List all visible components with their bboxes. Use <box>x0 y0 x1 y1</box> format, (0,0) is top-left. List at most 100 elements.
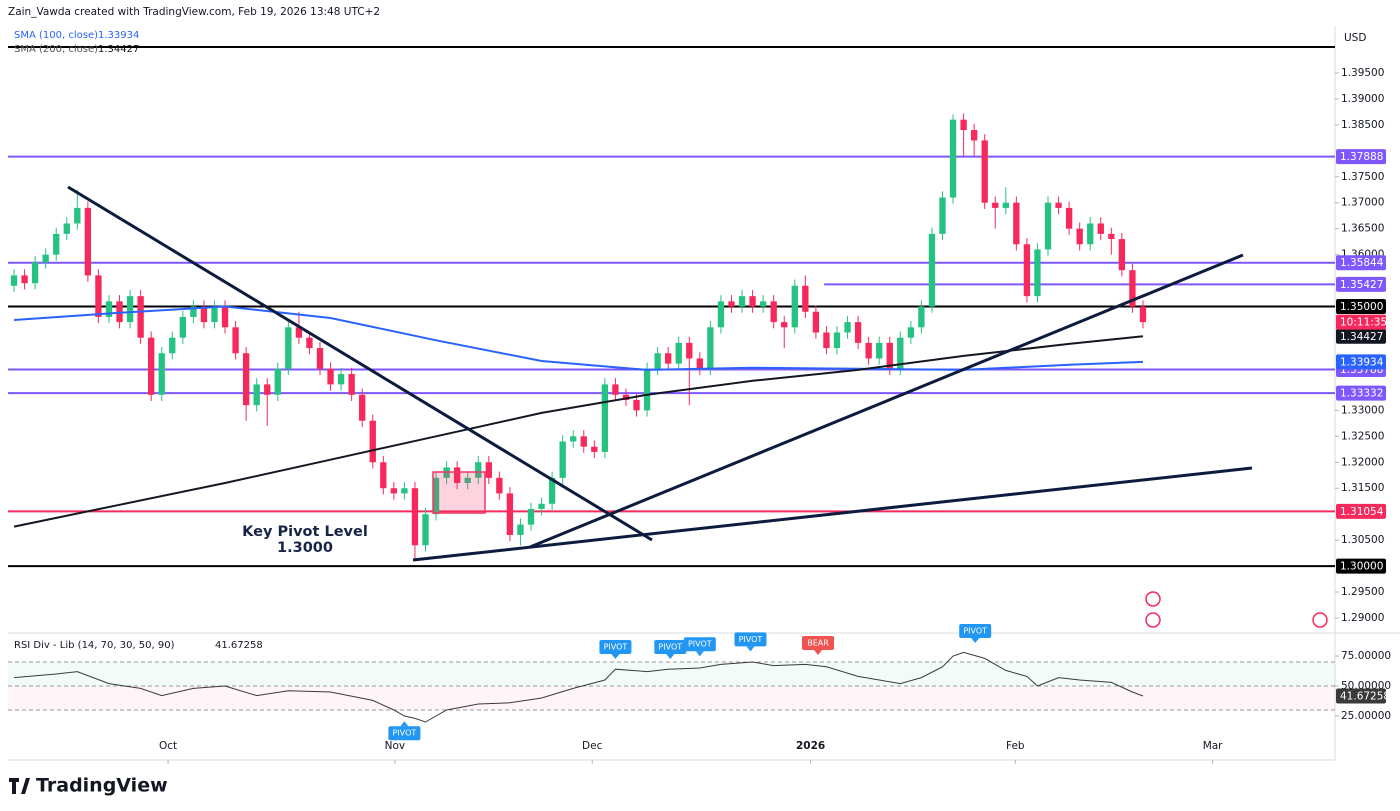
candle-body <box>728 301 735 307</box>
rsi-tick-label: 25.00000 <box>1341 710 1391 722</box>
candle-body <box>485 462 492 478</box>
pivot-box <box>959 624 992 639</box>
candle-body <box>696 358 703 369</box>
rsi-band-upper <box>8 662 1335 687</box>
y-tick-label: 1.29500 <box>1341 586 1384 598</box>
header: Zain_Vawda created with TradingView.com,… <box>8 6 380 18</box>
currency: USD <box>1344 32 1366 44</box>
pivot-label: BEAR <box>807 639 829 648</box>
candle-body <box>464 477 471 484</box>
candle-body <box>981 140 988 203</box>
candle-body <box>1108 233 1115 240</box>
candle-body <box>538 503 545 509</box>
candle-body <box>802 285 809 312</box>
candle-body <box>643 368 651 411</box>
candle-body <box>707 327 714 369</box>
pivot-label: PIVOT <box>739 635 763 644</box>
candle-body <box>253 384 260 406</box>
pivot-label: PIVOT <box>963 627 987 636</box>
candle-body <box>918 306 925 328</box>
candle-body <box>380 462 387 489</box>
candle-body <box>1097 223 1104 234</box>
event-icon[interactable] <box>1312 612 1328 628</box>
legend-name: SMA (100, close) <box>14 30 98 41</box>
rsi-title: RSI Div - Lib (14, 70, 30, 50, 90) <box>14 640 175 651</box>
candle-body <box>1013 202 1020 245</box>
event-icon[interactable] <box>1145 591 1161 607</box>
candle-body <box>242 353 250 406</box>
candle-body <box>939 197 946 234</box>
level-box <box>1336 503 1386 519</box>
candle-body <box>221 306 229 328</box>
candle-body <box>1055 202 1062 208</box>
candle-body <box>633 399 640 411</box>
sma-box <box>1336 354 1386 370</box>
candle-body <box>527 508 535 525</box>
candle-body <box>854 322 862 343</box>
candle-body <box>949 119 957 198</box>
level-label: 1.35000 <box>1340 301 1383 313</box>
pivot-box <box>654 639 687 654</box>
level-label: 1.33332 <box>1340 388 1383 400</box>
candle-body <box>960 119 967 131</box>
candle-body <box>475 462 482 478</box>
pivot-pointer <box>746 646 755 652</box>
event-icon[interactable] <box>1145 612 1161 628</box>
candle-body <box>1023 244 1031 297</box>
candle-body <box>1087 223 1094 245</box>
candle-body <box>31 262 39 284</box>
candle-body <box>274 368 281 395</box>
x-tick-label: Mar <box>1203 740 1223 752</box>
candle-body <box>453 467 461 484</box>
candle-body <box>432 477 440 515</box>
candle-body <box>970 130 978 141</box>
pivot-pointer <box>814 650 823 656</box>
sma-line <box>13 305 1144 371</box>
legend-value: 1.34427 <box>98 44 139 55</box>
pivot-pointer <box>971 638 980 644</box>
level-box <box>1336 558 1386 574</box>
level-label: 1.35427 <box>1340 279 1383 291</box>
x-tick-label: Nov <box>385 740 406 752</box>
candle-body <box>759 301 767 307</box>
pivot-box <box>734 632 767 647</box>
level-box <box>1336 385 1386 401</box>
candle-body <box>137 296 144 338</box>
candle-body <box>316 348 324 369</box>
rsi-value-box <box>1336 688 1386 704</box>
candle-body <box>285 327 292 369</box>
pivot-box <box>683 637 716 652</box>
candle-body <box>211 306 218 323</box>
x-tick-label: 2026 <box>796 740 825 752</box>
pivot-pointer <box>611 653 620 659</box>
candle-body <box>116 301 123 323</box>
candle-body <box>179 316 186 338</box>
candle-body <box>612 384 619 395</box>
candle-body <box>1139 306 1147 323</box>
candle-body <box>169 337 176 354</box>
y-tick-label: 1.36500 <box>1341 223 1384 235</box>
countdown: 10:11:35 <box>1340 317 1387 329</box>
y-tick-label: 1.37000 <box>1341 197 1384 209</box>
candle-body <box>232 327 239 354</box>
annotation: Key Pivot Level <box>242 524 368 540</box>
candle-body <box>10 275 18 286</box>
candle-body <box>738 296 746 307</box>
candle-body <box>496 477 503 494</box>
candle-body <box>876 342 883 359</box>
pivot-pointer <box>400 721 409 727</box>
candle-body <box>622 394 630 400</box>
candle-body <box>369 420 376 463</box>
rsi-legend-value: 41.67258 <box>215 640 263 651</box>
pivot-label: PIVOT <box>393 729 417 738</box>
legend-name: SMA (200, close) <box>14 44 98 55</box>
annotation: 1.3000 <box>277 540 333 556</box>
candle-body <box>105 301 113 317</box>
pivot-pointer <box>695 651 704 657</box>
level-label: 1.30000 <box>1340 561 1383 573</box>
x-tick-label: Dec <box>582 740 603 752</box>
level-label: 1.31054 <box>1340 506 1384 518</box>
candle-body <box>1076 228 1083 245</box>
candle-body <box>1065 207 1073 229</box>
